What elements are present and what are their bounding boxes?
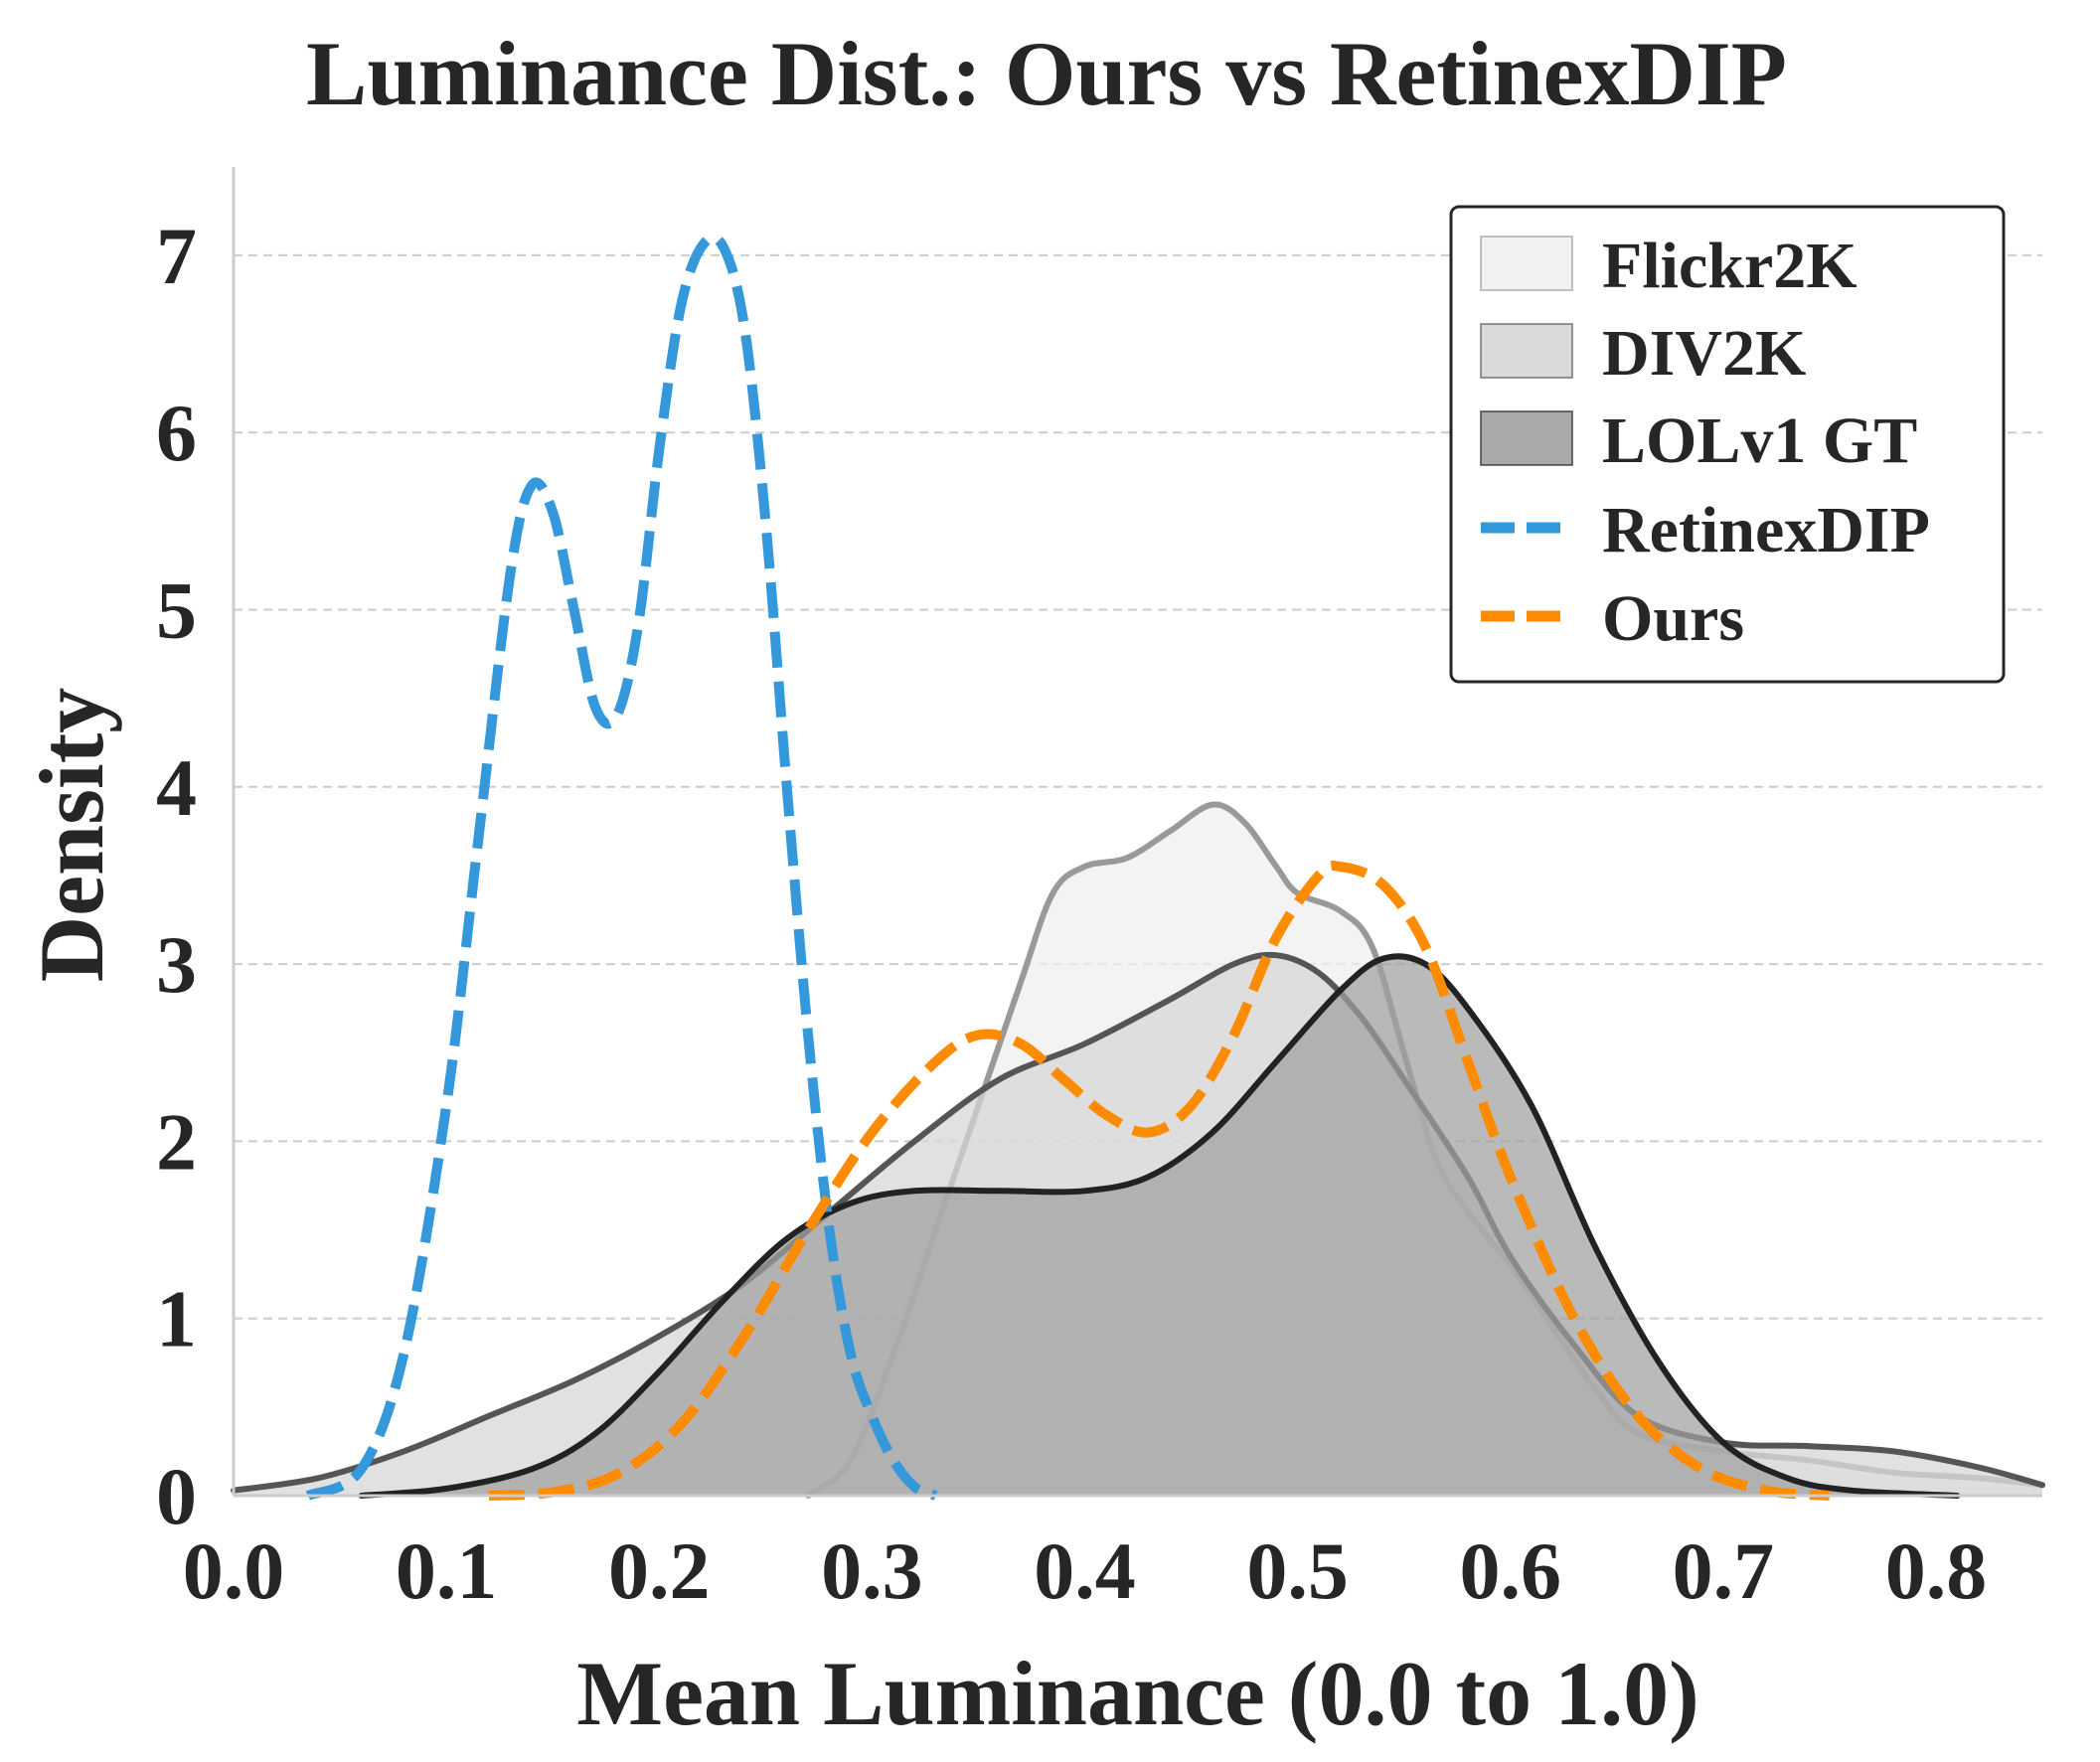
legend-swatch-div2k (1480, 323, 1573, 379)
y-tick-label: 7 (156, 211, 197, 301)
y-tick-label: 3 (156, 919, 197, 1010)
y-axis-label: Density (21, 688, 122, 982)
x-tick-label: 0.2 (608, 1525, 711, 1616)
series-layer (231, 233, 2045, 1501)
legend-label-ours: Ours (1602, 582, 1744, 655)
x-tick-label: 0.1 (396, 1525, 498, 1616)
legend: Flickr2K DIV2K LOLv1 GT RetinexDIP Ours (1449, 205, 2006, 684)
series-line-retinexdip (305, 233, 938, 1501)
y-tick-label: 5 (156, 565, 197, 656)
axes (232, 167, 2042, 1498)
legend-label-div2k: DIV2K (1602, 317, 1806, 390)
x-tick-label: 0.3 (821, 1525, 923, 1616)
x-tick-label: 0.7 (1673, 1525, 1775, 1616)
x-tick-label: 0.8 (1885, 1525, 1988, 1616)
y-tick-label: 2 (156, 1096, 197, 1187)
legend-frame (1449, 205, 2006, 684)
legend-label-flickr2k: Flickr2K (1602, 230, 1858, 302)
y-tick-label: 4 (156, 742, 197, 833)
legend-swatch-flickr2k (1480, 236, 1573, 291)
x-axis-label: Mean Luminance (0.0 to 1.0) (576, 1643, 1698, 1744)
series-line-lolv1-gt (358, 953, 1961, 1499)
chart-title: Luminance Dist.: Ours vs RetinexDIP (306, 23, 1787, 124)
x-tick-label: 0.6 (1459, 1525, 1561, 1616)
series-area-lolv1-gt (361, 956, 1958, 1496)
x-tick-label: 0.0 (183, 1525, 285, 1616)
legend-label-lolv1-gt: LOLv1 GT (1602, 404, 1917, 477)
legend-swatch-lolv1-gt (1480, 410, 1573, 466)
tick-labels: 0.0 0.1 0.2 0.3 0.4 0.5 0.6 0.7 0.8 0 1 2 3 4 5 6 7 (156, 211, 1987, 1616)
legend-label-retinexdip: RetinexDIP (1602, 494, 1930, 566)
series-line-ours (488, 861, 1831, 1501)
x-tick-label: 0.5 (1246, 1525, 1349, 1616)
y-tick-label: 1 (156, 1274, 197, 1364)
y-tick-label: 6 (156, 388, 197, 478)
x-tick-label: 0.4 (1034, 1525, 1136, 1616)
y-tick-label: 0 (156, 1451, 197, 1541)
